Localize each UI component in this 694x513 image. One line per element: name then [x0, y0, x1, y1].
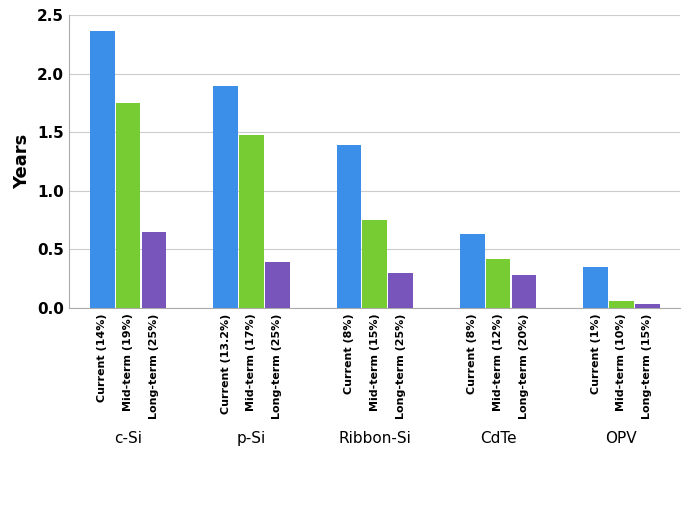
- Bar: [583, 267, 608, 308]
- Bar: [213, 86, 238, 308]
- Bar: [460, 234, 484, 308]
- Bar: [337, 145, 361, 308]
- Bar: [486, 259, 510, 308]
- Bar: [511, 275, 536, 308]
- Bar: [635, 304, 659, 308]
- Text: c-Si: c-Si: [114, 430, 142, 446]
- Bar: [362, 220, 387, 308]
- Bar: [116, 103, 140, 308]
- Text: OPV: OPV: [606, 430, 637, 446]
- Text: CdTe: CdTe: [480, 430, 516, 446]
- Bar: [239, 135, 264, 308]
- Y-axis label: Years: Years: [13, 134, 31, 189]
- Text: p-Si: p-Si: [237, 430, 266, 446]
- Bar: [265, 262, 289, 308]
- Bar: [609, 301, 634, 308]
- Text: Ribbon-Si: Ribbon-Si: [338, 430, 412, 446]
- Bar: [389, 273, 413, 308]
- Bar: [142, 232, 167, 308]
- Bar: [90, 31, 115, 308]
